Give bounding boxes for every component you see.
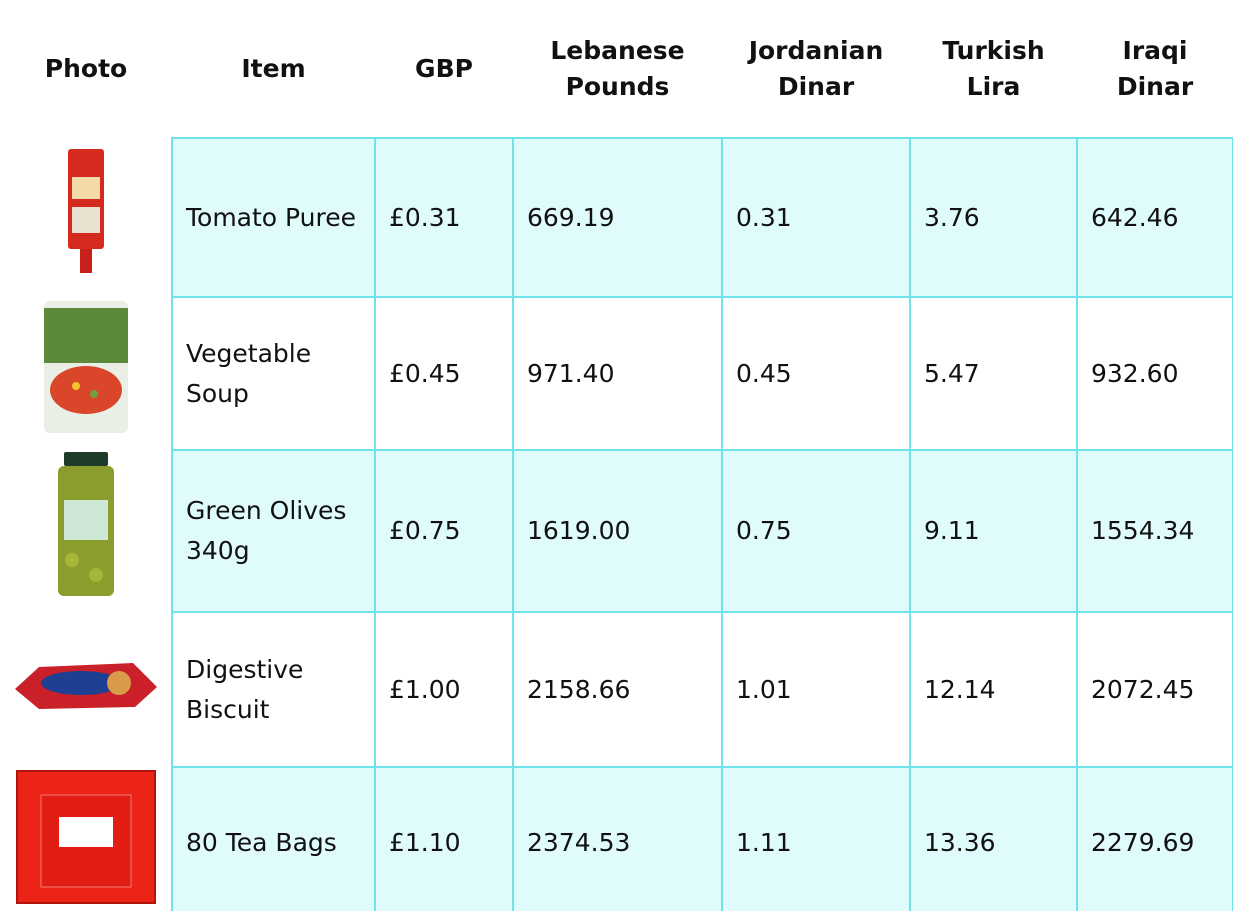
header-cell: Jordanian Dinar	[722, 0, 910, 138]
header-cell: Turkish Lira	[910, 0, 1077, 138]
item-cell: Digestive Biscuit	[172, 612, 375, 767]
photo-vegetable-soup	[36, 298, 136, 438]
photo-cell	[0, 612, 172, 767]
price-cell: 2158.66	[513, 612, 722, 767]
price-cell: £1.00	[375, 612, 513, 767]
photo-cell	[0, 297, 172, 450]
price-cell: 2279.69	[1077, 767, 1233, 911]
price-cell: 642.46	[1077, 138, 1233, 297]
price-cell: 1554.34	[1077, 450, 1233, 612]
price-cell: £0.31	[375, 138, 513, 297]
header-cell: Lebanese Pounds	[513, 0, 722, 138]
price-cell: 5.47	[910, 297, 1077, 450]
header-cell: GBP	[375, 0, 513, 138]
price-cell: 1619.00	[513, 450, 722, 612]
price-cell: 2072.45	[1077, 612, 1233, 767]
photo-digestive-biscuit	[11, 649, 161, 719]
price-cell: 1.01	[722, 612, 910, 767]
price-cell: 932.60	[1077, 297, 1233, 450]
price-cell: 9.11	[910, 450, 1077, 612]
price-cell: £1.10	[375, 767, 513, 911]
photo-green-olives	[46, 450, 126, 600]
photo-tea-bags	[11, 767, 161, 907]
header-cell: Iraqi Dinar	[1077, 0, 1233, 138]
price-cell: 1.11	[722, 767, 910, 911]
item-cell: Vegetable Soup	[172, 297, 375, 450]
price-cell: 0.45	[722, 297, 910, 450]
photo-cell	[0, 450, 172, 612]
price-cell: 971.40	[513, 297, 722, 450]
photo-cell	[0, 767, 172, 911]
price-cell: 3.76	[910, 138, 1077, 297]
item-cell: Tomato Puree	[172, 138, 375, 297]
price-cell: 669.19	[513, 138, 722, 297]
header-cell: Photo	[0, 0, 172, 138]
price-cell: £0.75	[375, 450, 513, 612]
photo-tomato-puree	[56, 147, 116, 277]
item-cell: 80 Tea Bags	[172, 767, 375, 911]
price-cell: £0.45	[375, 297, 513, 450]
price-cell: 0.75	[722, 450, 910, 612]
price-cell: 0.31	[722, 138, 910, 297]
price-cell: 12.14	[910, 612, 1077, 767]
price-table: PhotoItemGBPLebanese PoundsJordanian Din…	[0, 0, 1233, 911]
price-cell: 2374.53	[513, 767, 722, 911]
item-cell: Green Olives 340g	[172, 450, 375, 612]
page: PhotoItemGBPLebanese PoundsJordanian Din…	[0, 0, 1233, 911]
header-cell: Item	[172, 0, 375, 138]
price-cell: 13.36	[910, 767, 1077, 911]
photo-cell	[0, 138, 172, 297]
